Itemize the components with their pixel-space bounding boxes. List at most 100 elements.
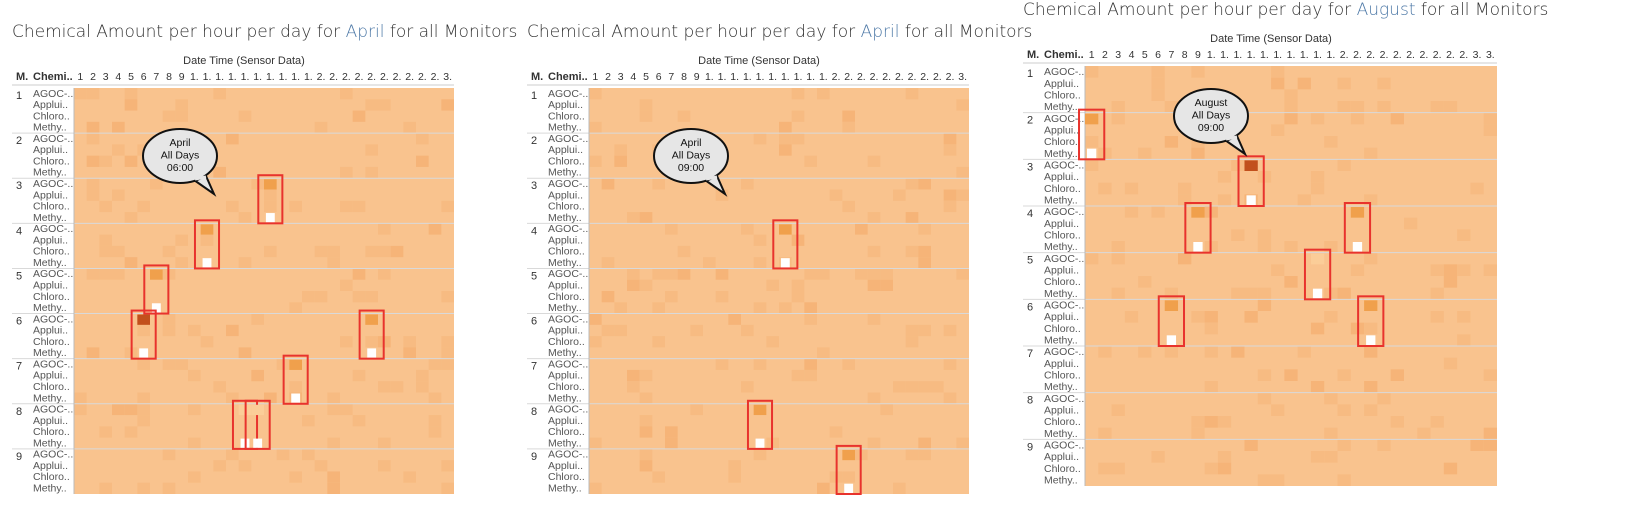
- heatmap-cell: [1244, 287, 1258, 300]
- heatmap-cell: [188, 403, 201, 416]
- heatmap-cell: [365, 166, 378, 179]
- heatmap-cell: [804, 313, 817, 325]
- x-tick-label: 2.: [1459, 49, 1468, 61]
- heatmap-cell: [340, 403, 353, 416]
- heatmap-cell: [327, 257, 340, 269]
- highlight-box: [1303, 248, 1332, 301]
- heatmap-cell: [1377, 439, 1391, 451]
- x-tick-label: 1.: [768, 71, 777, 83]
- heatmap-cell: [352, 415, 366, 427]
- monitor-label: 8: [16, 406, 22, 418]
- heatmap-cell: [352, 110, 366, 122]
- chemical-label: Applui..: [33, 325, 68, 337]
- monitor-label: 2: [16, 135, 22, 147]
- chemical-label: Applui..: [548, 234, 583, 246]
- heatmap-cell: [652, 471, 665, 483]
- heatmap-cell: [753, 133, 767, 145]
- heatmap-cell: [614, 302, 627, 314]
- heatmap-cell: [1151, 89, 1165, 101]
- methy-cell: [1312, 288, 1323, 299]
- heatmap-cell: [753, 358, 767, 370]
- heatmap-cell: [86, 155, 100, 167]
- heatmap-cell: [918, 257, 931, 269]
- heatmap-cell: [1310, 112, 1325, 125]
- heatmap-cell: [1111, 101, 1125, 113]
- heatmap-cell: [1324, 392, 1338, 405]
- heatmap-cell: [86, 268, 100, 280]
- monitor-label: 2: [1027, 115, 1033, 127]
- heatmap-cell: [1151, 77, 1165, 90]
- heatmap-cell: [1217, 194, 1232, 206]
- x-tick-label: 1.: [253, 71, 262, 83]
- heatmap-cell: [956, 99, 969, 111]
- chemical-label: AGOC-..: [33, 178, 73, 190]
- monitor-label: 9: [531, 451, 537, 463]
- chemical-label: Applui..: [548, 370, 583, 382]
- heatmap-cell: [1204, 462, 1218, 475]
- x-tick-label: 2.: [1353, 49, 1362, 61]
- heatmap-cell: [855, 268, 868, 280]
- chemical-label: Applui..: [33, 189, 68, 201]
- chemical-label: AGOC-..: [1044, 346, 1084, 358]
- heatmap-cell: [1284, 112, 1298, 125]
- heatmap-cell: [327, 437, 340, 449]
- heatmap-cell: [1271, 264, 1285, 276]
- heatmap-cell: [1204, 311, 1218, 323]
- heatmap-cell: [1417, 427, 1431, 440]
- chemical-label: Applui..: [1044, 78, 1079, 90]
- heatmap-cell: [665, 437, 678, 449]
- agoc-cell: [779, 224, 792, 235]
- x-tick-label: 1.: [1326, 49, 1335, 61]
- x-tick-label: 2.: [882, 71, 891, 83]
- heatmap-cell: [1257, 474, 1272, 486]
- heatmap-cell: [213, 381, 226, 393]
- heatmap-cell: [1124, 182, 1139, 195]
- heatmap-cell: [1098, 427, 1112, 440]
- heatmap-cell: [1297, 346, 1311, 358]
- heatmap-cell: [918, 324, 931, 337]
- heatmap-cell: [1350, 112, 1365, 125]
- heatmap-cell: [112, 403, 125, 416]
- heatmap-cell: [86, 178, 100, 190]
- heatmap-cell: [162, 448, 176, 461]
- heatmap-cell: [1430, 416, 1444, 428]
- methy-cell: [139, 348, 149, 358]
- heatmap-cell: [1098, 182, 1112, 195]
- heatmap-cell: [665, 268, 678, 280]
- highlight-box: [193, 219, 221, 270]
- heatmap-cell: [314, 121, 328, 134]
- heatmap-cell: [428, 415, 442, 427]
- heatmap-cell: [1337, 369, 1351, 381]
- callout-text: April: [680, 137, 701, 149]
- heatmap-cell: [639, 392, 653, 404]
- heatmap-cell: [74, 88, 87, 100]
- heatmap-cell: [893, 381, 906, 393]
- heatmap-cell: [741, 324, 754, 337]
- heatmap-cell: [918, 448, 931, 461]
- heatmap-cell: [352, 268, 366, 280]
- heatmap-cell: [175, 99, 188, 111]
- heatmap-cell: [829, 189, 843, 201]
- methy-cell: [202, 258, 212, 268]
- x-tick-label: 2.: [933, 71, 942, 83]
- heatmap-cell: [1284, 241, 1298, 253]
- heatmap-cell: [753, 234, 767, 246]
- heatmap-cell: [943, 324, 957, 337]
- heatmap-cell: [1111, 462, 1125, 475]
- chemical-label: Applui..: [33, 234, 68, 246]
- heatmap-cell: [715, 268, 729, 280]
- heatmap-cell: [779, 121, 792, 134]
- agoc-cell: [1364, 300, 1378, 311]
- monitor-label: 5: [16, 270, 22, 282]
- monitor-label: 8: [1027, 395, 1033, 407]
- chemical-label: Applui..: [33, 144, 68, 156]
- x-tick-label: 3.: [1486, 49, 1495, 61]
- x-tick-label: 2.: [1406, 49, 1415, 61]
- methy-cell: [151, 303, 161, 313]
- heatmap-cell: [314, 291, 328, 303]
- heatmap-cell: [867, 155, 881, 167]
- heatmap-cell: [601, 324, 615, 337]
- methy-cell: [755, 438, 765, 448]
- x-tick-label: 1.: [1313, 49, 1322, 61]
